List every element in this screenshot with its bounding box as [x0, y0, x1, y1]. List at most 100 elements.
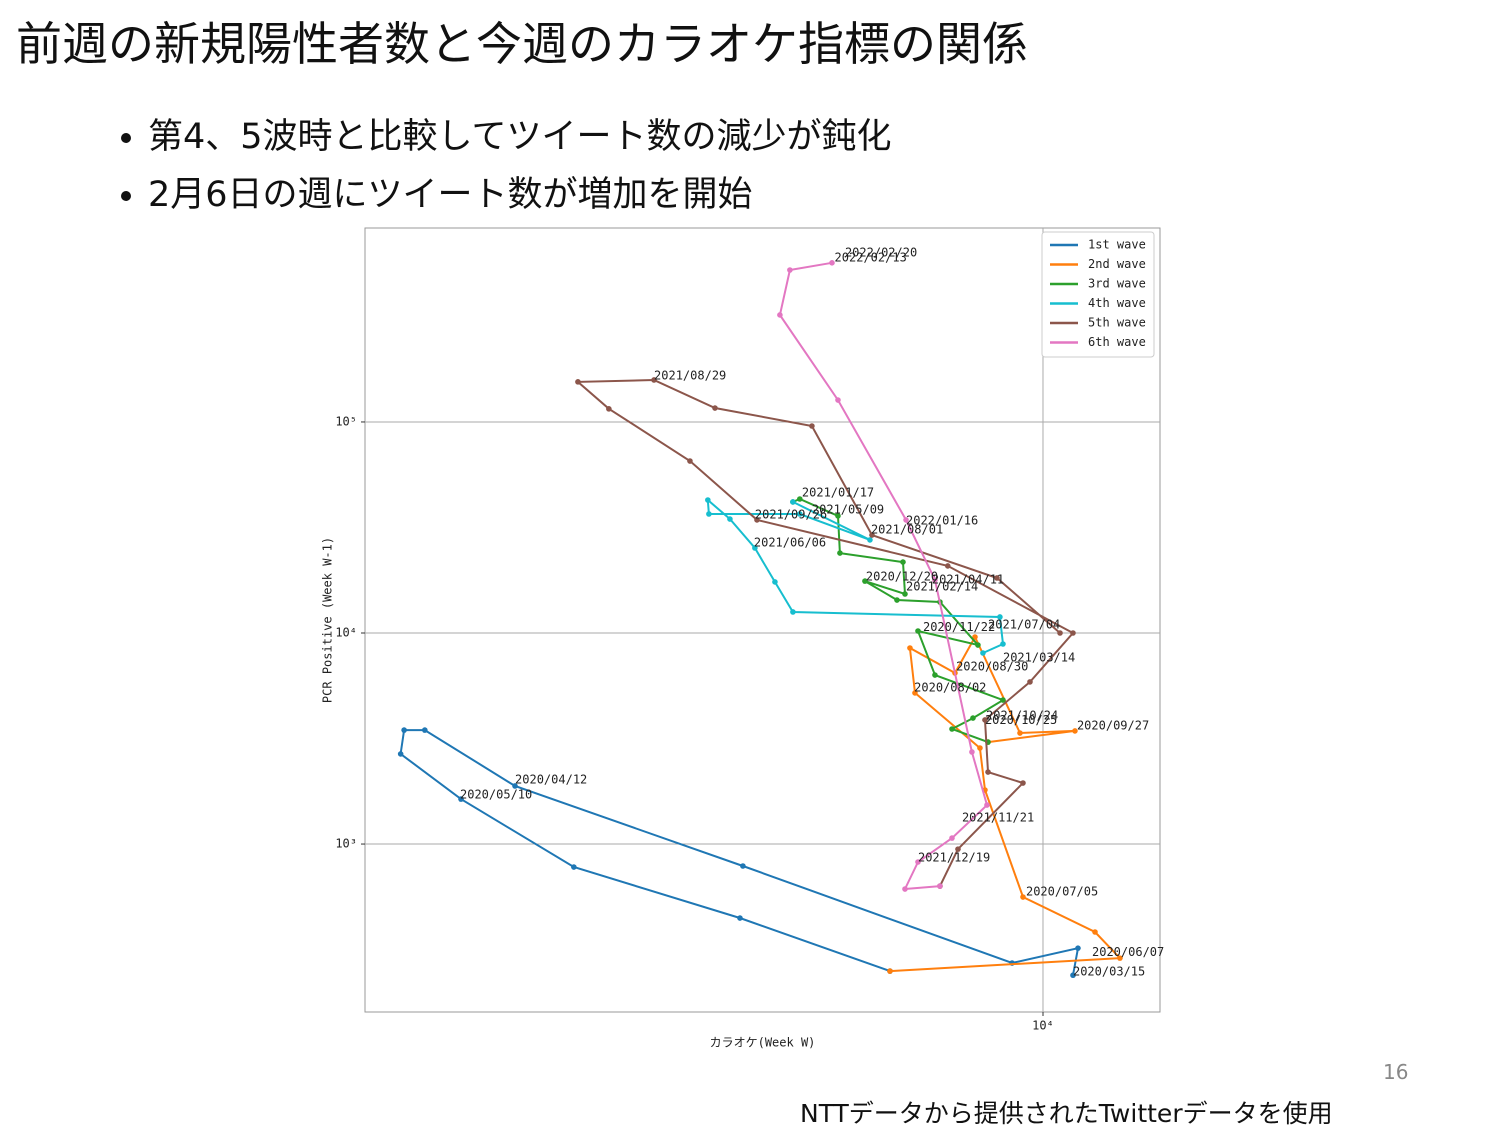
annotation: 2021/10/24 — [986, 708, 1058, 722]
data-point — [727, 516, 733, 522]
annotation: 2021/01/17 — [802, 485, 874, 499]
data-point — [869, 532, 875, 538]
data-point — [787, 267, 793, 273]
data-point — [790, 499, 796, 505]
data-point — [915, 859, 921, 865]
data-point — [740, 863, 746, 869]
series-line — [778, 261, 989, 891]
data-point — [1017, 730, 1023, 736]
data-point — [790, 609, 796, 615]
series-line — [575, 378, 1075, 887]
data-point — [422, 727, 428, 733]
y-axis-label: PCR Positive (Week W-1) — [321, 537, 335, 703]
data-point — [797, 511, 803, 517]
annotation: 2020/05/10 — [460, 788, 532, 802]
bullet: 第4、5波時と比較してツイート数の減少が鈍化 — [148, 108, 892, 166]
bullet: 2月6日の週にツイート数が増加を開始 — [148, 166, 892, 224]
data-point — [706, 511, 712, 517]
annotation: 2021/09/26 — [755, 508, 827, 522]
data-point — [867, 537, 873, 543]
annotation: 2021/12/19 — [918, 850, 990, 864]
data-point — [687, 458, 693, 464]
data-point — [1057, 630, 1063, 636]
data-point — [606, 406, 612, 412]
data-point — [969, 749, 975, 755]
data-point — [907, 645, 913, 651]
series-line — [706, 497, 1005, 654]
data-point — [982, 717, 988, 723]
y-tick-label: 10⁵ — [335, 414, 357, 428]
annotation: 2020/07/05 — [1026, 885, 1098, 899]
data-point — [712, 405, 718, 411]
annotation: 2022/02/20 — [845, 245, 917, 259]
data-point — [912, 690, 918, 696]
data-point — [829, 260, 835, 266]
bullet-list: 第4、5波時と比較してツイート数の減少が鈍化 2月6日の週にツイート数が増加を開… — [92, 108, 892, 224]
data-point — [975, 642, 981, 648]
x-tick-label: 10⁴ — [1032, 1019, 1054, 1033]
data-point — [1075, 945, 1081, 951]
data-point — [915, 628, 921, 634]
annotation: 2020/12/20 — [866, 570, 938, 584]
annotation: 2021/11/21 — [962, 811, 1034, 825]
annotation: 2020/06/07 — [1092, 945, 1164, 959]
data-point — [571, 864, 577, 870]
data-point — [894, 597, 900, 603]
data-point — [1117, 955, 1123, 961]
data-point — [512, 783, 518, 789]
legend-label: 6th wave — [1088, 335, 1146, 349]
data-point — [1027, 679, 1033, 685]
data-point — [777, 312, 783, 318]
slide-title: 前週の新規陽性者数と今週のカラオケ指標の関係 — [16, 17, 1028, 71]
data-point — [902, 591, 908, 597]
x-axis-label: カラオケ(Week W) — [710, 1036, 816, 1050]
data-point — [651, 377, 657, 383]
data-point — [970, 715, 976, 721]
data-point — [835, 397, 841, 403]
data-point — [1000, 697, 1006, 703]
legend-label: 4th wave — [1088, 296, 1146, 310]
annotation: 2020/04/12 — [515, 773, 587, 787]
annotation: 2022/02/13 — [835, 251, 907, 265]
annotation: 2020/10/25 — [985, 713, 1057, 727]
footnote: NTTデータから提供されたTwitterデータを使用 — [800, 1099, 1333, 1128]
data-point — [949, 835, 955, 841]
data-point — [903, 517, 909, 523]
data-point — [972, 634, 978, 640]
annotation: 2021/08/01 — [871, 522, 943, 536]
data-point — [837, 550, 843, 556]
data-point — [955, 846, 961, 852]
data-point — [994, 575, 1000, 581]
plot-area — [364, 227, 1161, 1013]
y-tick-label: 10³ — [335, 837, 357, 851]
data-point — [949, 726, 955, 732]
annotation: 2020/09/27 — [1077, 719, 1149, 733]
data-point — [977, 745, 983, 751]
annotation: 2021/08/29 — [654, 369, 726, 383]
data-point — [1092, 929, 1098, 935]
data-point — [1020, 894, 1026, 900]
annotation: 2022/01/16 — [906, 513, 978, 527]
data-point — [985, 769, 991, 775]
data-point — [1072, 728, 1078, 734]
annotation: 2020/11/22 — [923, 620, 995, 634]
data-point — [1020, 780, 1026, 786]
data-point — [997, 614, 1003, 620]
data-point — [887, 968, 893, 974]
legend: 1st wave 2nd wave 3rd wave 4th wave 5th wave… — [1041, 231, 1155, 358]
data-point — [1070, 630, 1076, 636]
data-point — [397, 751, 404, 757]
data-point — [984, 802, 990, 808]
data-point — [900, 559, 906, 565]
legend-label: 3rd wave — [1088, 277, 1146, 291]
data-point — [944, 563, 951, 569]
data-point — [809, 423, 815, 429]
data-point — [575, 379, 581, 385]
data-point — [902, 886, 908, 892]
data-point — [835, 513, 841, 519]
data-point — [980, 650, 986, 656]
annotation: 2021/04/11 — [932, 573, 1004, 587]
annotation: 2021/06/06 — [754, 535, 826, 549]
